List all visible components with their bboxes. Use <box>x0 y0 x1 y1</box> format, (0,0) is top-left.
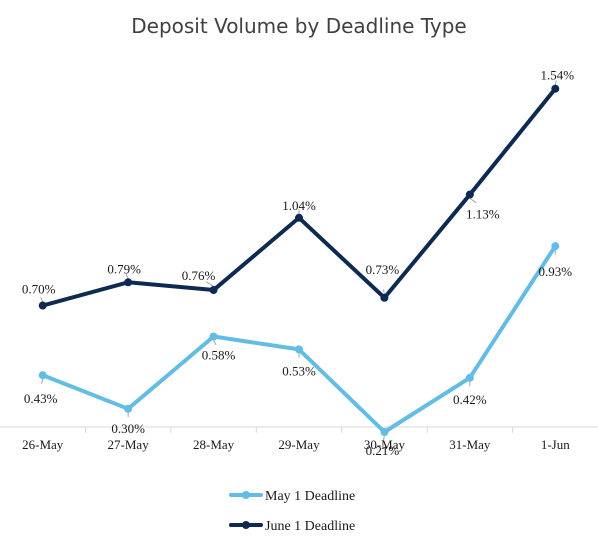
data-point <box>380 293 389 302</box>
data-label: 0.93% <box>538 264 572 279</box>
data-label: 1.13% <box>466 207 500 222</box>
data-label: 1.54% <box>540 68 574 83</box>
label-leader-line <box>554 80 557 86</box>
legend-label: May 1 Deadline <box>265 489 355 504</box>
data-point <box>465 373 474 382</box>
x-tick-label: 28-May <box>193 437 235 452</box>
data-label: 0.53% <box>282 363 316 378</box>
data-point <box>209 332 218 341</box>
data-point <box>380 427 389 436</box>
data-label: 0.21% <box>366 443 400 458</box>
data-label: 0.30% <box>111 421 145 436</box>
legend: May 1 Deadline June 1 Deadline <box>229 489 355 534</box>
series-points <box>38 84 560 436</box>
data-label: 0.79% <box>107 261 141 276</box>
data-point <box>551 84 560 93</box>
data-point <box>38 371 47 380</box>
legend-item: May 1 Deadline <box>229 489 355 504</box>
legend-swatch-marker <box>242 521 250 529</box>
x-axis-labels: 26-May 27-May 28-May 29-May 30-May 31-May 1-Ju… <box>22 437 570 452</box>
x-tick-label: 1-Jun <box>541 437 570 452</box>
data-label-leader-lines <box>40 80 557 441</box>
label-leader-line <box>40 296 44 303</box>
data-point <box>124 404 133 413</box>
data-label: 0.76% <box>182 268 216 283</box>
data-point <box>124 278 133 287</box>
data-label: 1.04% <box>282 198 316 213</box>
x-tick-label: 29-May <box>278 437 320 452</box>
data-label: 0.58% <box>202 348 236 363</box>
data-point <box>209 286 218 295</box>
data-point <box>295 213 303 222</box>
data-label: 0.43% <box>24 391 58 406</box>
x-axis-tick-marks <box>84 427 514 433</box>
label-leader-line <box>205 281 214 287</box>
data-point <box>465 190 474 199</box>
legend-label: June 1 Deadline <box>265 519 355 534</box>
label-leader-line <box>382 435 385 441</box>
data-label: 0.70% <box>22 282 56 297</box>
legend-swatch-marker <box>242 491 250 499</box>
chart-title: Deposit Volume by Deadline Type <box>131 14 467 38</box>
data-label: 0.73% <box>366 262 400 277</box>
x-tick-label: 31-May <box>449 437 491 452</box>
label-leader-line <box>469 197 477 204</box>
x-tick-label: 27-May <box>108 437 150 452</box>
x-tick-label: 26-May <box>22 437 64 452</box>
data-labels: 0.43% 0.30% 0.58% 0.53% 0.21% 0.42% 0.93% 0.70%… <box>22 68 574 458</box>
label-leader-line <box>213 339 217 346</box>
data-point <box>295 345 303 354</box>
data-point <box>551 242 560 251</box>
data-label: 0.42% <box>453 392 487 407</box>
label-leader-line <box>125 273 129 279</box>
legend-item: June 1 Deadline <box>229 519 355 534</box>
x-tick-label: 30-May <box>364 437 406 452</box>
label-leader-line <box>382 289 385 295</box>
label-leader-line <box>41 378 44 384</box>
data-point <box>38 301 47 310</box>
